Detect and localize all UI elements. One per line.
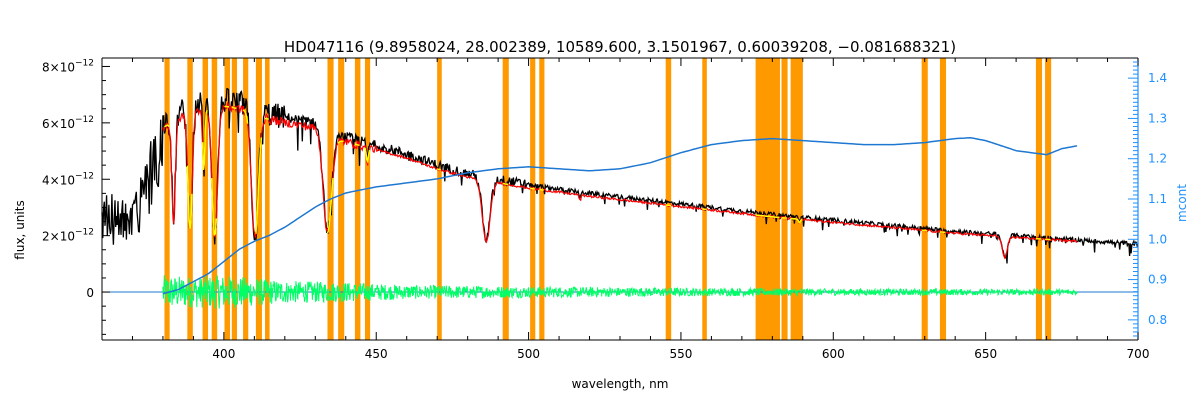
masked-model-segment xyxy=(255,137,263,234)
masked-model-segment xyxy=(337,140,344,144)
y-tick-label: 2×10−12 xyxy=(42,228,94,244)
y2-tick-label: 1.3 xyxy=(1148,111,1167,125)
mask-band xyxy=(243,58,249,340)
masked-model-segment xyxy=(354,143,360,147)
observed-line xyxy=(101,88,1139,264)
masked-model-segment xyxy=(210,178,218,236)
mask-band xyxy=(364,58,371,340)
x-tick-label: 600 xyxy=(822,347,845,361)
masked-model-segment xyxy=(186,165,193,230)
mask-band xyxy=(530,58,536,340)
y-tick-label: 4×10−12 xyxy=(42,171,94,187)
y2-tick-label: 1.0 xyxy=(1148,232,1167,246)
masked-model-segment xyxy=(264,117,270,120)
mask-band xyxy=(202,58,209,340)
masked-model-segment xyxy=(164,124,170,128)
mask-band xyxy=(224,58,230,340)
mask-band xyxy=(939,58,947,340)
mask-band xyxy=(702,58,707,340)
mask-band xyxy=(781,58,788,340)
masked-model-segment xyxy=(702,208,707,211)
y-tick-label: 8×10−12 xyxy=(42,58,94,74)
mask-band xyxy=(211,58,218,340)
x-tick-label: 450 xyxy=(365,347,388,361)
masked-model-segment xyxy=(242,109,249,124)
y-tick-label: 6×10−12 xyxy=(42,115,94,131)
mask-band xyxy=(164,58,170,340)
chart-title: HD047116 (9.8958024, 28.002389, 10589.60… xyxy=(284,38,956,56)
masked-model-segment xyxy=(502,182,509,186)
model-flux-series xyxy=(162,102,1078,260)
mask-band xyxy=(755,58,780,340)
y2-tick-label: 1.2 xyxy=(1148,152,1167,166)
x-axis-label: wavelength, nm xyxy=(572,377,669,391)
mask-band xyxy=(187,58,193,340)
masked-model-segment xyxy=(755,214,780,219)
x-tick-label: 500 xyxy=(517,347,540,361)
masked-model-segment xyxy=(224,105,230,108)
masked-model-segment xyxy=(231,106,237,110)
x-tick-label: 700 xyxy=(1127,347,1150,361)
mask-band xyxy=(790,58,803,340)
y-tick-label: 0 xyxy=(86,286,94,300)
y-axis-label: flux, units xyxy=(13,200,27,259)
mask-band xyxy=(539,58,545,340)
y2-tick-label: 1.4 xyxy=(1148,71,1167,85)
x-tick-label: 550 xyxy=(669,347,692,361)
right-axis-ticks: 0.8 0.9 1.0 1.1 1.2 1.3 1.4 xyxy=(1128,61,1167,337)
mask-band xyxy=(265,58,270,340)
mask-band xyxy=(354,58,361,340)
masked-model-segment xyxy=(201,110,208,170)
mask-band xyxy=(665,58,672,340)
y2-axis-label: mcont xyxy=(1175,184,1189,222)
masked-model-segment xyxy=(437,168,442,171)
mask-band xyxy=(231,58,237,340)
masked-model-segment xyxy=(530,187,535,190)
y-axis-ticks: 8×10−12 6×10−12 4×10−12 2×10−12 0 xyxy=(42,58,110,335)
mask-band xyxy=(338,58,345,340)
residual-series xyxy=(162,275,1078,309)
masked-model-segment xyxy=(921,229,928,232)
masked-model-segment xyxy=(364,147,371,164)
y2-tick-label: 0.9 xyxy=(1148,273,1167,287)
mask-band xyxy=(437,58,442,340)
mcont-series xyxy=(162,137,1078,295)
mask-band xyxy=(921,58,928,340)
y2-tick-label: 0.8 xyxy=(1148,313,1167,327)
x-tick-label: 400 xyxy=(212,347,235,361)
residual-line xyxy=(162,275,1078,309)
observed-flux-series xyxy=(101,88,1139,264)
masked-model-segment xyxy=(665,204,672,207)
mask-band xyxy=(1045,58,1052,340)
masked-model-segment xyxy=(790,217,803,224)
masked-model-segment xyxy=(326,177,334,234)
mcont-line xyxy=(162,137,1078,295)
x-axis-ticks: 400 450 500 550 600 650 700 xyxy=(131,58,1150,361)
x-tick-label: 650 xyxy=(974,347,997,361)
mask-band xyxy=(255,58,262,340)
mask-band xyxy=(1035,58,1043,340)
mask-band xyxy=(502,58,509,340)
masked-model-segment xyxy=(939,231,946,234)
masked-model-segment xyxy=(539,188,544,191)
y2-tick-label: 1.1 xyxy=(1148,192,1167,206)
